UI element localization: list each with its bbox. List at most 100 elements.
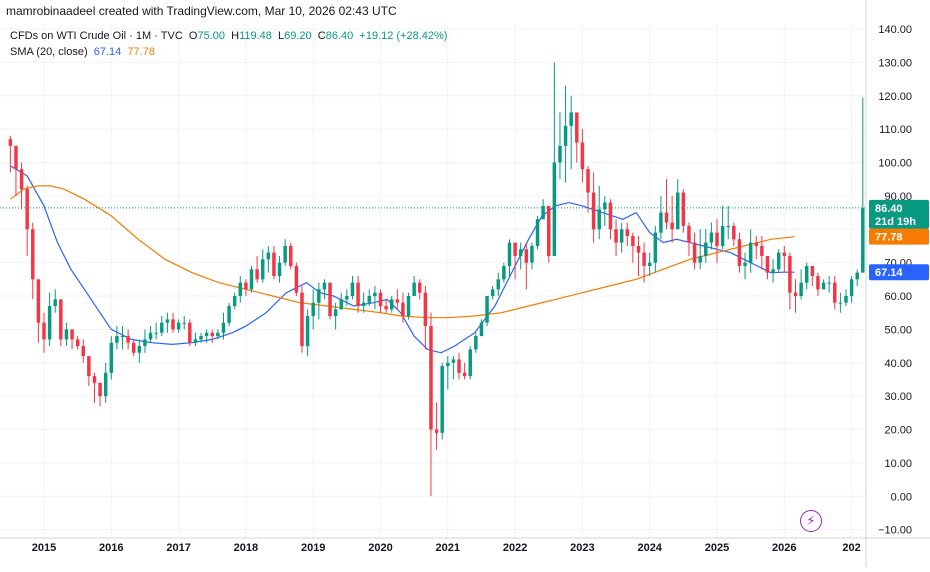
candle-body	[53, 299, 57, 307]
candle	[294, 262, 299, 297]
candle-body	[816, 275, 820, 290]
candle-body	[760, 245, 764, 256]
candle-body	[333, 309, 338, 317]
candle	[698, 229, 702, 270]
candle	[653, 225, 658, 273]
candle-body	[266, 252, 271, 260]
candle-body	[451, 359, 456, 363]
candle-body	[367, 296, 372, 303]
candle-body	[361, 302, 366, 307]
candle	[384, 299, 388, 313]
candle-body	[42, 322, 46, 340]
candle-body	[160, 322, 164, 333]
candle	[266, 245, 271, 273]
blue-sma-tag-text: 67.14	[875, 267, 903, 279]
candle	[322, 279, 327, 300]
candle	[692, 232, 697, 270]
candle	[64, 322, 69, 347]
candle-body	[395, 299, 400, 303]
candle-body	[502, 265, 506, 280]
candle	[339, 292, 343, 310]
x-tick-label: 2015	[32, 542, 56, 554]
orange-sma-tag-bg	[869, 228, 929, 245]
candle-body	[485, 296, 489, 323]
candles	[8, 62, 865, 497]
candle	[434, 402, 439, 450]
symbol-legend: CFDs on WTI Crude Oil · 1M · TVC O75.00 …	[10, 30, 447, 42]
candle	[743, 252, 747, 280]
candle-body	[322, 282, 327, 290]
candle-body	[75, 339, 80, 347]
candle-body	[524, 249, 529, 263]
candle-body	[547, 205, 551, 256]
candle	[771, 259, 775, 283]
candle	[552, 62, 557, 256]
candle	[603, 195, 607, 226]
candle	[474, 332, 478, 353]
candle	[793, 279, 798, 313]
candle-body	[81, 346, 85, 357]
candle	[440, 362, 444, 440]
candle-body	[653, 232, 658, 263]
candle	[333, 302, 338, 330]
candle	[541, 199, 545, 220]
candle	[305, 309, 310, 357]
candle	[861, 97, 865, 273]
candle-body	[518, 249, 523, 256]
candle-body	[670, 222, 674, 230]
candle	[518, 242, 523, 270]
orange-sma-tag-text: 77.78	[875, 232, 903, 244]
candle	[597, 185, 601, 240]
candle	[715, 219, 719, 263]
candle	[350, 275, 355, 300]
candle	[47, 292, 52, 347]
candle-body	[115, 336, 119, 343]
candle	[636, 235, 641, 276]
candle	[87, 356, 91, 387]
candle-body	[608, 202, 613, 230]
y-tick-label: 30.00	[884, 391, 912, 403]
candle-body	[462, 372, 467, 377]
candle-body	[176, 322, 181, 330]
x-tick-label: 2016	[99, 542, 123, 554]
candle-body	[244, 282, 248, 290]
candle-body	[552, 162, 557, 256]
candle	[855, 269, 859, 287]
candle	[8, 135, 13, 173]
candle-body	[418, 282, 422, 293]
candle-body	[103, 372, 108, 397]
y-tick-label: 120.00	[878, 91, 912, 103]
candle	[535, 215, 540, 250]
y-tick-label: 140.00	[878, 24, 912, 36]
candle	[580, 129, 585, 183]
candle	[176, 319, 181, 333]
candle	[221, 312, 226, 340]
candle-body	[563, 125, 568, 146]
candle-body	[339, 299, 343, 310]
candle-body	[788, 255, 792, 293]
candle-body	[305, 316, 310, 347]
candle	[754, 235, 758, 260]
candle	[619, 222, 624, 253]
candle-body	[664, 212, 669, 223]
candle-body	[19, 169, 24, 190]
candle	[92, 372, 97, 403]
candle	[687, 222, 691, 256]
candle-body	[507, 242, 512, 266]
open-value: 75.00	[197, 30, 225, 42]
candle-body	[569, 112, 573, 126]
symbol-name[interactable]: CFDs on WTI Crude Oil · 1M · TVC	[10, 30, 183, 42]
candle	[507, 239, 512, 276]
candle-body	[496, 279, 501, 290]
sma-label[interactable]: SMA (20, close)	[10, 46, 88, 58]
candle	[42, 312, 46, 353]
candle	[732, 222, 736, 246]
lightning-icon[interactable]: ⚡	[800, 510, 822, 532]
candle	[586, 165, 590, 213]
candle-body	[541, 205, 545, 220]
candle	[821, 279, 826, 290]
candle	[446, 356, 450, 390]
